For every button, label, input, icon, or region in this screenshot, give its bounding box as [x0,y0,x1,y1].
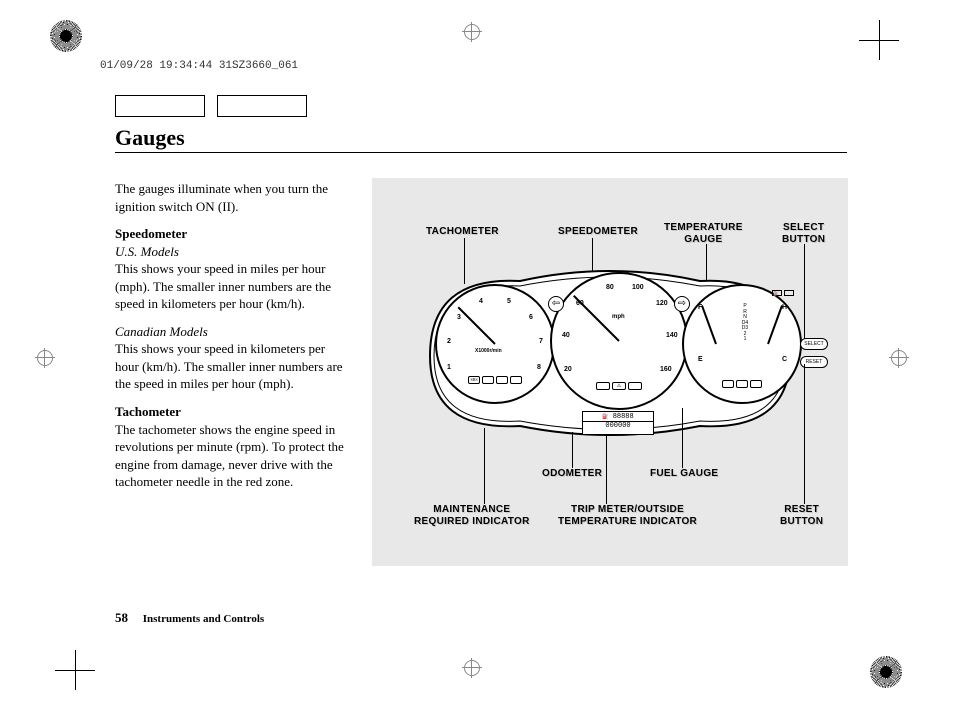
tab-box-1 [115,95,205,117]
label-select-button: SELECT BUTTON [782,222,825,245]
fuel-needle [702,306,718,345]
speedo-unit: mph [612,314,625,320]
gear-indicator: P R N D4 D3 2 1 [738,304,752,343]
right-indicator-row [706,380,778,394]
leader-odometer [572,432,573,468]
print-timestamp: 01/09/28 19:34:44 31SZ3660_061 [100,60,298,72]
speedometer-us-text: This shows your speed in miles per hour … [115,261,331,311]
tachometer-heading: Tachometer [115,404,181,419]
crop-corner-bottom-left [55,650,95,690]
tach-indicator-row: SRS [455,376,535,396]
page-number: 58 [115,610,128,625]
fuel-temp-gauge: F E H C P R N D4 D3 2 1 [682,284,802,404]
right-turn-indicator: ⇨ [674,296,690,312]
crop-mark-right [889,348,919,378]
section-name: Instruments and Controls [143,613,264,625]
tach-needle [457,306,495,344]
crop-mark-left [35,348,65,378]
page-footer: 58 Instruments and Controls [115,610,264,626]
label-speedometer: SPEEDOMETER [558,226,638,238]
gauge-cluster: 1 2 3 4 5 6 7 8 X1000r/min SRS 20 40 60 … [400,266,820,446]
crop-mark-bottom-center [462,658,492,688]
tab-box-2 [217,95,307,117]
speedometer-gauge: 20 40 60 80 100 120 140 160 mph ⚠ [550,272,688,410]
body-text-column: The gauges illuminate when you turn the … [115,180,345,501]
tach-caption: X1000r/min [475,348,502,354]
right-top-icons: ⛽ [772,290,794,296]
tachometer-text: The tachometer shows the engine speed in… [115,422,344,490]
speedo-indicator-row: ⚠ [586,382,652,394]
page-title: Gauges [115,125,185,151]
label-tachometer: TACHOMETER [426,226,499,238]
title-rule [115,152,847,153]
label-temperature-gauge: TEMPERATURE GAUGE [664,222,743,245]
tachometer-gauge: 1 2 3 4 5 6 7 8 X1000r/min SRS [435,284,555,404]
label-maintenance-required: MAINTENANCE REQUIRED INDICATOR [414,504,530,527]
us-models-label: U.S. Models [115,244,179,259]
left-turn-indicator: ⇦ [548,296,564,312]
crop-corner-top-right [859,20,899,60]
gauge-cluster-figure: TACHOMETER SPEEDOMETER TEMPERATURE GAUGE… [372,178,848,566]
canadian-models-label: Canadian Models [115,324,208,339]
intro-paragraph: The gauges illuminate when you turn the … [115,180,345,215]
crop-mark-top-center [462,22,492,52]
label-trip-meter: TRIP METER/OUTSIDE TEMPERATURE INDICATOR [558,504,697,527]
label-reset-button: RESET BUTTON [780,504,823,527]
crop-mark-top-left [52,22,82,52]
speedometer-heading: Speedometer [115,226,187,241]
leader-reset [804,364,805,504]
temp-needle [767,306,783,345]
tab-boxes [115,95,307,117]
select-button[interactable]: SELECT [800,338,828,350]
crop-mark-bottom-right [872,658,902,688]
leader-trip [606,434,607,504]
odometer-display: ⛽ 88888 000000 [582,411,654,435]
label-odometer: ODOMETER [542,468,602,480]
leader-fuel [682,408,683,468]
leader-maint [484,428,485,504]
label-fuel-gauge: FUEL GAUGE [650,468,718,480]
speedometer-ca-text: This shows your speed in kilometers per … [115,341,343,391]
